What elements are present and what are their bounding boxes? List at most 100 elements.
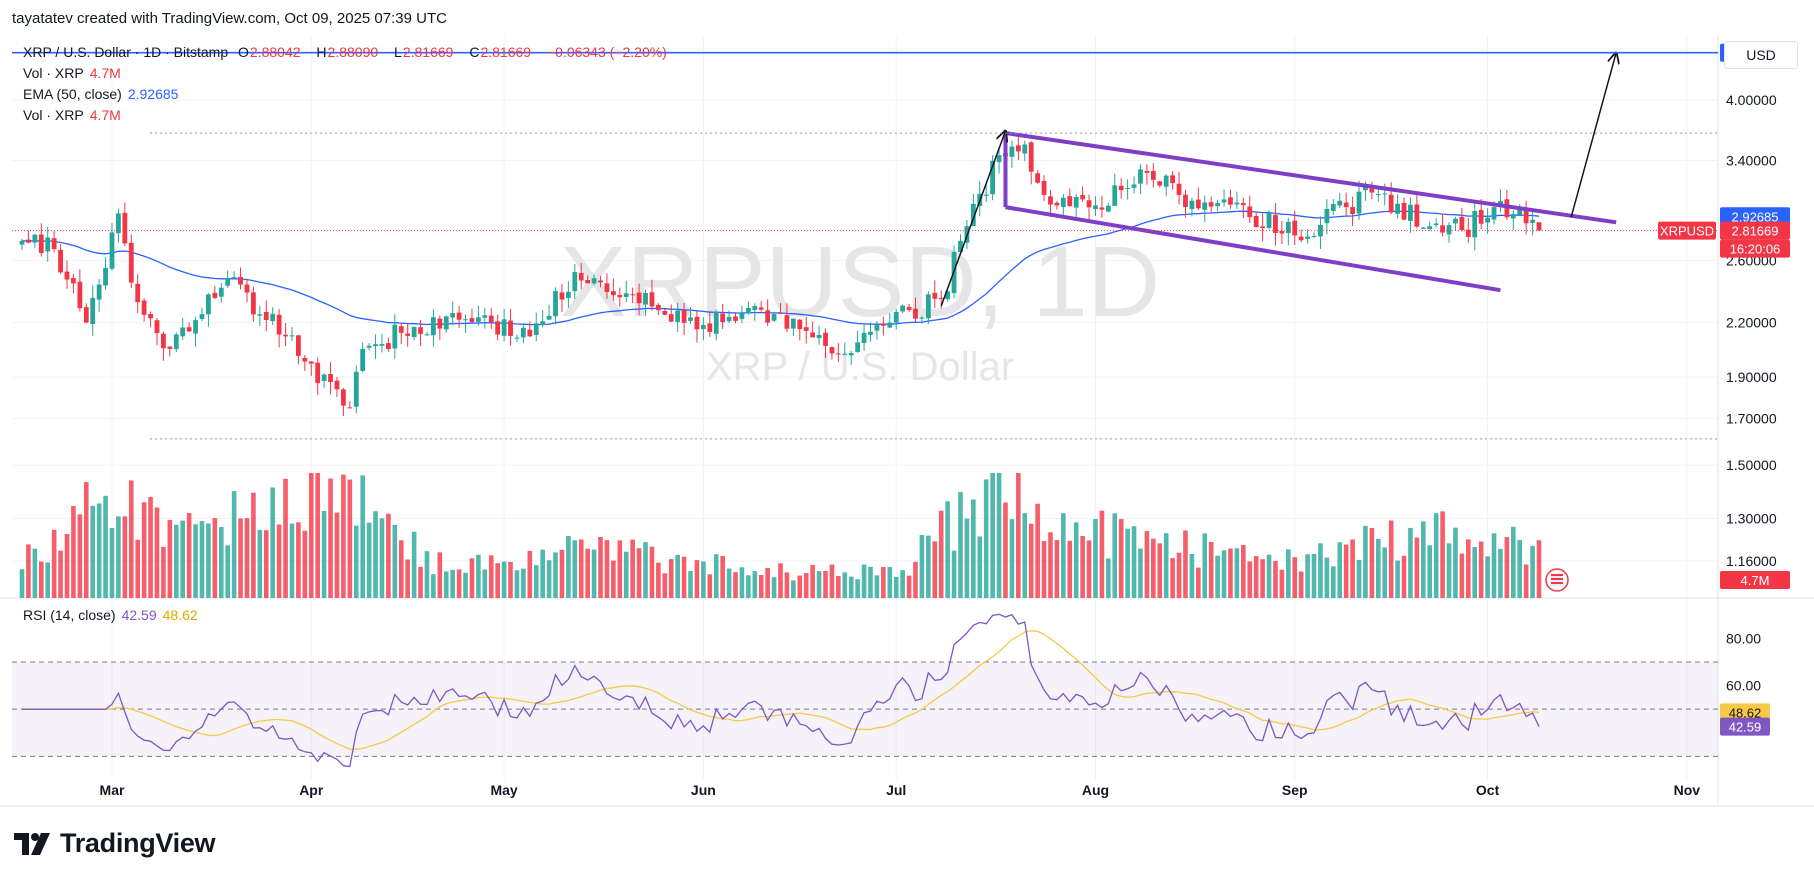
candle-body	[1337, 200, 1343, 206]
volume-bar	[347, 479, 353, 598]
candle-body	[739, 313, 745, 319]
volume-bar	[707, 574, 713, 598]
candle-body	[970, 203, 976, 227]
candle-body	[1253, 216, 1259, 228]
candle-body	[520, 327, 526, 338]
candle-body	[868, 331, 873, 335]
candle-body	[990, 160, 996, 195]
volume-bar	[173, 524, 179, 598]
candle-body	[527, 329, 533, 337]
candle-body	[456, 312, 462, 320]
ema-price-badge-bg	[1720, 207, 1790, 226]
volume-legend-1[interactable]: Vol · XRP 4.7M	[23, 65, 127, 81]
volume-bar	[1247, 561, 1253, 598]
chart-caption: tayatatev created with TradingView.com, …	[12, 10, 447, 27]
candle-body	[1530, 219, 1535, 223]
candle-body	[154, 320, 160, 334]
time-tick-label: Sep	[1282, 782, 1308, 798]
symbol-title[interactable]: XRP / U.S. Dollar · 1D · Bitstamp	[23, 44, 229, 60]
volume-bar	[321, 510, 327, 598]
candle-body	[790, 318, 796, 329]
volume-bar	[476, 554, 481, 598]
candle-body	[77, 281, 83, 309]
volume-bar	[180, 520, 185, 598]
candle-body	[308, 361, 314, 364]
volume-bar	[598, 536, 603, 598]
candle-body	[694, 316, 700, 330]
volume-bar	[122, 516, 128, 598]
candle-body	[604, 283, 610, 292]
candle-body	[1228, 197, 1233, 205]
volume-bar	[141, 502, 147, 598]
tradingview-logo[interactable]: TradingView	[14, 828, 216, 859]
volume-bar	[1202, 533, 1208, 598]
volume-bar	[900, 570, 905, 598]
volume-bar	[572, 540, 578, 598]
volume-bar	[283, 478, 288, 598]
volume-bar	[533, 565, 539, 598]
volume-bar	[263, 530, 269, 598]
candle-body	[231, 277, 237, 279]
volume-bar	[308, 473, 314, 598]
volume-bar	[231, 491, 237, 598]
volume-bar	[225, 545, 230, 598]
volume-bar	[1208, 541, 1214, 598]
projection-arrow	[940, 131, 1005, 307]
volume-badge: 4.7M	[1741, 573, 1770, 588]
volume-bar	[559, 549, 565, 598]
volume-bar	[186, 513, 192, 598]
candle-body	[874, 324, 880, 331]
candle-body	[1285, 221, 1291, 234]
volume-bar	[739, 567, 745, 598]
volume-bar	[488, 555, 494, 598]
candle-body	[617, 295, 623, 298]
candle-body	[392, 324, 398, 349]
candle-body	[1273, 214, 1278, 233]
ema-legend[interactable]: EMA (50, close) 2.92685	[23, 86, 184, 102]
candle-body	[1028, 142, 1034, 172]
candle-body	[1395, 203, 1400, 214]
candle-body	[745, 307, 751, 314]
candle-body	[296, 335, 301, 356]
volume-bar	[1241, 544, 1246, 598]
volume-bar	[964, 518, 970, 598]
time-axis[interactable]: Mar Apr May Jun Jul Aug Sep Oct Nov	[100, 782, 1701, 798]
volume-bar	[726, 568, 732, 598]
candle-body	[1189, 200, 1195, 210]
candle-body	[1453, 218, 1458, 224]
volume-bar	[1517, 539, 1523, 598]
tradingview-brand: TradingView	[60, 828, 216, 858]
rsi-tick-label: 80.00	[1726, 630, 1761, 646]
candle-body	[1202, 202, 1208, 210]
price-axis[interactable]: 4.000003.400002.600002.200001.900001.700…	[1726, 92, 1777, 694]
volume-bar	[257, 529, 263, 598]
volume-bar	[688, 571, 693, 598]
volume-bar	[1221, 550, 1227, 598]
candle-body	[643, 292, 648, 305]
currency-button[interactable]: USD	[1724, 41, 1798, 69]
volume-bar	[1163, 533, 1169, 598]
volume-bar	[1337, 542, 1343, 598]
candle-body	[803, 327, 809, 331]
volume-bar	[1536, 540, 1542, 598]
volume-legend-2[interactable]: Vol · XRP 4.7M	[23, 107, 127, 123]
candle-body	[167, 346, 173, 349]
volume-bar	[38, 561, 44, 598]
candle-body	[1388, 194, 1394, 213]
volume-bar	[720, 556, 725, 598]
us-flag-icon-stripe	[1551, 578, 1564, 580]
volume-bar	[1459, 553, 1465, 598]
volume-bar	[791, 580, 796, 598]
volume-bar	[1061, 513, 1066, 598]
ema-label: EMA (50, close)	[23, 86, 122, 102]
candle-body	[1073, 197, 1079, 208]
rsi-legend[interactable]: RSI (14, close) 42.59 48.62	[23, 607, 204, 623]
volume-bar	[701, 561, 706, 598]
volume-bar	[919, 534, 925, 598]
symbol-legend[interactable]: XRP / U.S. Dollar · 1D · Bitstamp O2.880…	[23, 44, 673, 60]
candle-body	[251, 292, 256, 315]
candle-body	[495, 321, 501, 335]
candle-body	[238, 276, 243, 285]
trend-drawings[interactable]	[12, 53, 1718, 440]
